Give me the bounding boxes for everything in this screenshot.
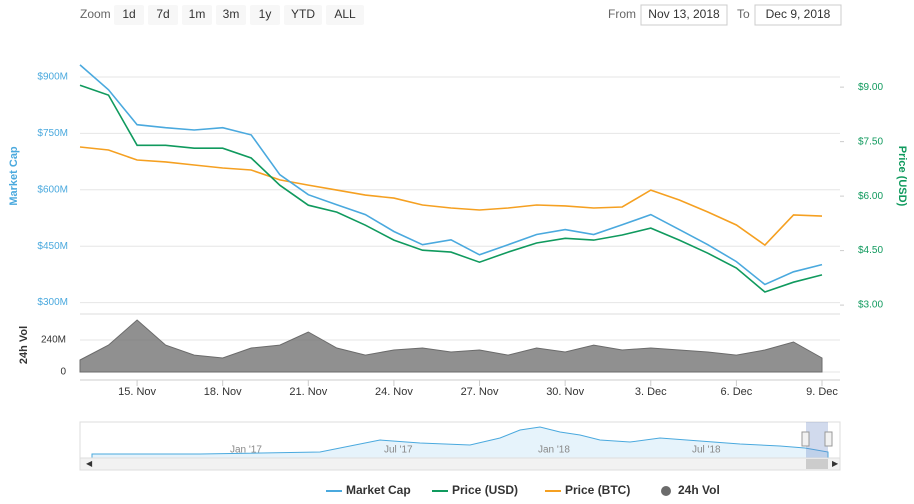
- navigator-label: Jan '18: [538, 445, 570, 456]
- legend-label[interactable]: Price (USD): [452, 483, 518, 497]
- to-input[interactable]: [754, 4, 842, 26]
- x-tick-label: 15. Nov: [118, 386, 156, 398]
- zoom-button[interactable]: [326, 5, 364, 25]
- zoom-button[interactable]: [250, 5, 280, 25]
- y-tick-label: $600M: [37, 184, 68, 195]
- zoom-button-label[interactable]: 1y: [259, 7, 272, 21]
- zoom-button[interactable]: [148, 5, 178, 25]
- scroll-left[interactable]: ◀: [86, 459, 93, 468]
- series-line: [79, 64, 823, 286]
- zoom-button-label[interactable]: ALL: [334, 7, 356, 21]
- zoom-button-label[interactable]: 1m: [189, 7, 206, 21]
- zoom-label: Zoom: [80, 7, 111, 21]
- navigator-label: Jul '18: [692, 445, 721, 456]
- x-tick-label: 21. Nov: [289, 386, 327, 398]
- y-tick-label: $900M: [37, 72, 68, 83]
- legend-label[interactable]: Price (BTC): [565, 483, 630, 497]
- y2-tick-label: $4.50: [858, 245, 883, 256]
- y-axis-title: Market Cap: [8, 146, 20, 206]
- from-input[interactable]: [640, 4, 728, 26]
- x-tick-label: 6. Dec: [720, 386, 752, 398]
- vol-tick-label: 0: [60, 367, 66, 378]
- y2-tick-label: $3.00: [858, 300, 883, 311]
- y-tick-label: $750M: [37, 128, 68, 139]
- y2-axis-title: Price (USD): [896, 146, 908, 207]
- zoom-button[interactable]: [284, 5, 322, 25]
- navigator-label: Jul '17: [384, 445, 413, 456]
- to-value[interactable]: Dec 9, 2018: [766, 7, 831, 21]
- y-tick-label: $450M: [37, 241, 68, 252]
- to-label: To: [737, 7, 750, 21]
- navigator-handle[interactable]: [801, 431, 810, 447]
- navigator-handle[interactable]: [824, 431, 833, 447]
- x-tick-label: 30. Nov: [546, 386, 584, 398]
- navigator-selection[interactable]: [806, 422, 828, 458]
- y-tick-label: $300M: [37, 297, 68, 308]
- zoom-button-label[interactable]: 3m: [223, 7, 240, 21]
- x-tick-label: 9. Dec: [806, 386, 838, 398]
- series-line: [79, 146, 823, 247]
- x-tick-label: 27. Nov: [461, 386, 499, 398]
- volume-area: [79, 319, 823, 373]
- zoom-button-label[interactable]: 7d: [156, 7, 169, 21]
- legend-swatch[interactable]: [661, 486, 671, 496]
- x-tick-label: 18. Nov: [204, 386, 242, 398]
- navigator-label: Jan '17: [230, 445, 262, 456]
- navigator-series: [91, 426, 829, 459]
- vol-axis-title: 24h Vol: [18, 326, 30, 364]
- scrollbar[interactable]: [79, 457, 841, 471]
- from-value[interactable]: Nov 13, 2018: [648, 7, 720, 21]
- x-tick-label: 24. Nov: [375, 386, 413, 398]
- zoom-button-label[interactable]: YTD: [291, 7, 315, 21]
- zoom-button[interactable]: [182, 5, 212, 25]
- scrollbar-thumb[interactable]: [806, 459, 828, 469]
- series-line: [79, 84, 823, 293]
- plot-frame: [80, 40, 840, 312]
- x-tick-label: 3. Dec: [635, 386, 667, 398]
- zoom-button[interactable]: [114, 5, 144, 25]
- scroll-right[interactable]: ▶: [832, 459, 839, 468]
- zoom-button[interactable]: [216, 5, 246, 25]
- legend-label[interactable]: 24h Vol: [678, 483, 720, 497]
- y2-tick-label: $6.00: [858, 191, 883, 202]
- zoom-button-label[interactable]: 1d: [122, 7, 135, 21]
- y2-tick-label: $7.50: [858, 136, 883, 147]
- from-label: From: [608, 7, 636, 21]
- y2-tick-label: $9.00: [858, 82, 883, 93]
- vol-tick-label: 240M: [41, 335, 66, 346]
- legend-label[interactable]: Market Cap: [346, 483, 411, 497]
